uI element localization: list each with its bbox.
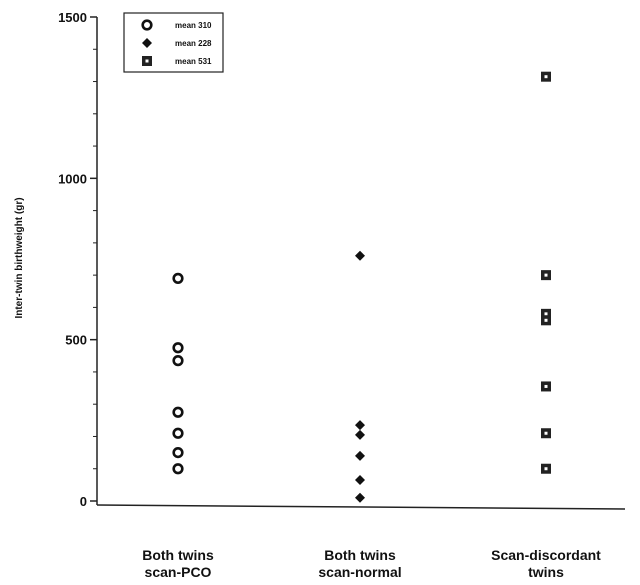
- data-point-diamond: [355, 450, 365, 461]
- data-point-circle: [172, 406, 184, 418]
- data-point-circle: [172, 447, 184, 459]
- data-point-square: [541, 308, 551, 319]
- data-point-circle: [172, 342, 184, 354]
- data-point-square: [541, 315, 551, 326]
- y-tick-label: 1000: [58, 171, 87, 186]
- data-point-square: [541, 463, 551, 474]
- data-point-diamond: [355, 429, 365, 440]
- data-point-square: [541, 381, 551, 392]
- data-point-square: [541, 270, 551, 281]
- legend: mean 310 mean 228 mean 531: [123, 12, 224, 73]
- legend-marker-circle: [141, 19, 153, 31]
- data-point-circle: [172, 355, 184, 367]
- data-point-square: [541, 428, 551, 439]
- legend-label: mean 228: [175, 39, 212, 48]
- data-point-diamond: [355, 250, 365, 261]
- y-axis-title: Inter-twin birthweight (gr): [14, 197, 25, 318]
- category-label: Scan-discordant twins: [491, 547, 601, 580]
- axes: [96, 17, 626, 510]
- y-tick-label: 500: [65, 333, 87, 348]
- data-points: [172, 71, 551, 503]
- data-point-square: [541, 71, 551, 82]
- y-tick-label: 0: [80, 494, 87, 509]
- data-point-circle: [172, 463, 184, 475]
- y-ticks: 0 500 1000 1500: [58, 10, 97, 509]
- legend-box: [123, 12, 224, 73]
- data-point-diamond: [355, 420, 365, 431]
- x-axis-line: [96, 504, 626, 510]
- legend-marker-diamond: [142, 38, 152, 48]
- category-labels: Both twins scan-PCO Both twins scan-normal S…: [142, 547, 601, 580]
- y-tick-label: 1500: [58, 10, 87, 25]
- legend-label: mean 531: [175, 57, 212, 66]
- data-point-diamond: [355, 475, 365, 486]
- category-label: Both twins scan-PCO: [142, 547, 214, 580]
- category-label: Both twins scan-normal: [318, 547, 401, 580]
- legend-label: mean 310: [175, 21, 212, 30]
- legend-marker-square: [142, 56, 152, 66]
- data-point-circle: [172, 272, 184, 284]
- data-point-circle: [172, 427, 184, 439]
- data-point-diamond: [355, 492, 365, 503]
